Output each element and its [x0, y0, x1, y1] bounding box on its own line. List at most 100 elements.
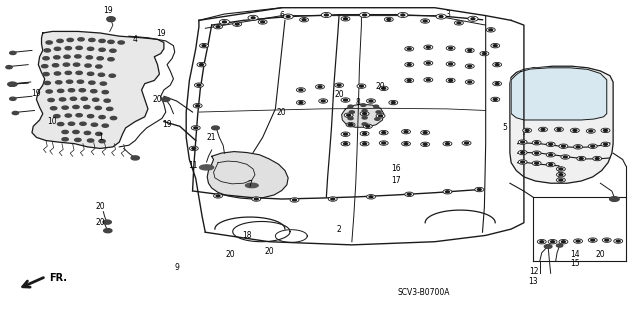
Circle shape: [321, 12, 332, 18]
Text: 13: 13: [529, 277, 538, 286]
Circle shape: [58, 122, 64, 126]
Circle shape: [349, 111, 355, 113]
Circle shape: [483, 53, 486, 55]
Circle shape: [407, 64, 411, 66]
Circle shape: [401, 14, 404, 16]
Circle shape: [103, 220, 111, 224]
Text: 20: 20: [226, 250, 236, 259]
Circle shape: [424, 61, 433, 65]
Circle shape: [407, 193, 411, 195]
Circle shape: [361, 104, 366, 106]
Circle shape: [89, 38, 95, 41]
Circle shape: [462, 141, 471, 145]
Circle shape: [573, 145, 582, 149]
Circle shape: [480, 51, 489, 56]
Circle shape: [67, 80, 73, 83]
Circle shape: [202, 45, 206, 47]
Circle shape: [614, 239, 623, 243]
Circle shape: [548, 143, 552, 145]
Polygon shape: [510, 66, 613, 183]
Text: 9: 9: [174, 263, 179, 271]
Circle shape: [10, 97, 16, 100]
Circle shape: [348, 105, 353, 108]
Circle shape: [465, 80, 474, 84]
Circle shape: [296, 100, 305, 105]
Circle shape: [99, 39, 105, 42]
Text: 20: 20: [95, 218, 105, 227]
Circle shape: [296, 88, 305, 92]
Circle shape: [108, 58, 114, 61]
Circle shape: [589, 130, 593, 132]
Circle shape: [374, 105, 379, 108]
Circle shape: [12, 111, 19, 115]
Circle shape: [56, 81, 62, 84]
Circle shape: [546, 162, 555, 167]
Circle shape: [457, 22, 461, 24]
Circle shape: [573, 130, 577, 131]
Circle shape: [110, 116, 116, 120]
Ellipse shape: [246, 183, 258, 188]
Circle shape: [604, 143, 607, 145]
Circle shape: [54, 115, 60, 118]
Circle shape: [407, 79, 411, 81]
Circle shape: [344, 133, 348, 135]
Circle shape: [348, 123, 353, 126]
Circle shape: [300, 18, 308, 22]
Circle shape: [588, 238, 597, 242]
Circle shape: [60, 98, 66, 101]
Circle shape: [423, 143, 427, 145]
Circle shape: [561, 145, 565, 147]
Circle shape: [449, 79, 452, 81]
Circle shape: [44, 81, 51, 85]
Text: 7: 7: [248, 180, 252, 189]
Circle shape: [610, 197, 619, 201]
Circle shape: [397, 12, 408, 18]
Circle shape: [404, 78, 413, 83]
Circle shape: [601, 142, 610, 146]
Circle shape: [369, 100, 373, 102]
Circle shape: [404, 143, 408, 145]
Circle shape: [392, 102, 395, 104]
Circle shape: [489, 29, 493, 31]
Circle shape: [556, 178, 565, 182]
Circle shape: [382, 142, 386, 144]
Circle shape: [99, 48, 105, 51]
Circle shape: [601, 128, 610, 133]
Circle shape: [360, 141, 369, 146]
Circle shape: [539, 127, 547, 132]
Circle shape: [348, 117, 353, 120]
Circle shape: [423, 20, 427, 22]
Circle shape: [439, 16, 443, 18]
Circle shape: [559, 144, 568, 148]
Circle shape: [347, 114, 351, 116]
Text: 17: 17: [392, 175, 401, 185]
Circle shape: [532, 151, 541, 155]
Circle shape: [195, 83, 204, 87]
Circle shape: [576, 146, 580, 148]
Circle shape: [550, 241, 554, 243]
Circle shape: [404, 131, 408, 133]
Circle shape: [436, 14, 446, 19]
Circle shape: [349, 124, 353, 126]
Circle shape: [591, 145, 595, 147]
Circle shape: [88, 139, 94, 142]
Circle shape: [420, 142, 429, 146]
Circle shape: [471, 18, 475, 20]
Circle shape: [99, 73, 104, 76]
Circle shape: [68, 122, 75, 125]
Circle shape: [362, 109, 367, 112]
Circle shape: [493, 45, 497, 47]
Circle shape: [445, 143, 449, 145]
Circle shape: [443, 141, 452, 146]
Circle shape: [76, 71, 83, 74]
Circle shape: [401, 141, 410, 146]
Circle shape: [89, 81, 95, 84]
Circle shape: [593, 156, 602, 161]
Circle shape: [495, 64, 499, 66]
Circle shape: [318, 86, 322, 88]
Circle shape: [341, 132, 350, 137]
Circle shape: [233, 22, 242, 26]
Circle shape: [468, 49, 472, 51]
Circle shape: [252, 197, 260, 201]
Circle shape: [43, 57, 49, 60]
